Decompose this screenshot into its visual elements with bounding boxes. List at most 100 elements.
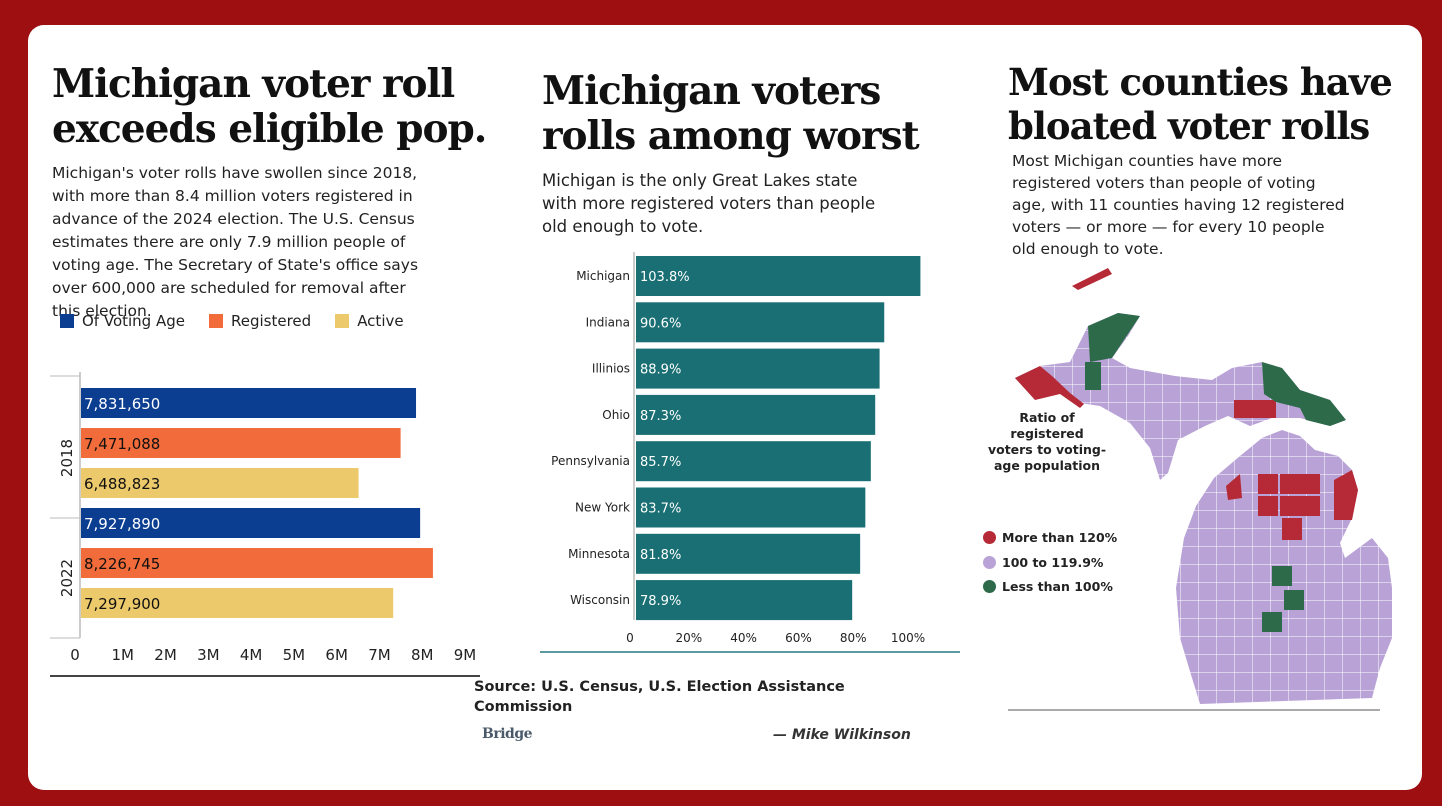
desc-line: old enough to vote. — [1012, 240, 1164, 258]
desc-line: Most Michigan counties have more — [1012, 152, 1283, 170]
bar-value-label: 6,488,823 — [84, 475, 160, 493]
county-green — [1088, 313, 1140, 362]
county-red — [1282, 518, 1302, 540]
desc-line: voting age. The Secretary of State's off… — [52, 256, 419, 274]
bar-value-label: 7,471,088 — [84, 435, 160, 453]
desc-line: age, with 11 counties having 12 register… — [1012, 196, 1345, 214]
x-tick-label: 60% — [785, 631, 812, 645]
source-line: Source: U.S. Census, U.S. Election Assis… — [474, 679, 845, 695]
bar-value-label: 90.6% — [640, 316, 681, 331]
right-description: Most Michigan counties have more registe… — [1012, 150, 1345, 260]
map-legend-title-line: voters to voting- — [987, 442, 1107, 457]
isle-royale-shape — [1072, 268, 1112, 290]
bar-value-label: 78.9% — [640, 594, 681, 609]
voter-roll-legend: Of Voting Age Registered Active — [60, 312, 404, 330]
bar — [81, 588, 394, 618]
desc-line: registered voters than people of voting — [1012, 174, 1316, 192]
middle-title-line: Michigan voters — [542, 68, 881, 114]
x-tick-label: 6M — [325, 646, 348, 664]
michigan-county-map — [1008, 268, 1392, 711]
middle-title: Michigan voters rolls among worst — [542, 68, 920, 159]
left-title: Michigan voter roll exceeds eligible pop… — [52, 62, 487, 152]
bar-value-label: 7,927,890 — [84, 515, 160, 533]
legend-label: Registered — [231, 312, 312, 330]
county-green — [1272, 566, 1292, 586]
bar-value-label: 83.7% — [640, 502, 681, 517]
bar — [636, 348, 880, 389]
x-tick-label: 20% — [675, 631, 702, 645]
left-title-line: exceeds eligible pop. — [52, 106, 487, 152]
right-title-line: bloated voter rolls — [1008, 104, 1370, 148]
county-red — [1234, 400, 1276, 418]
desc-line: voters — or more — for every 10 people — [1012, 218, 1325, 236]
map-legend-item-mid: 100 to 119.9% — [983, 555, 1103, 570]
bar-value-label: 7,297,900 — [84, 595, 160, 613]
county-green — [1284, 590, 1304, 610]
bar — [636, 533, 861, 574]
county-green — [1262, 362, 1346, 426]
category-label: Pennsylvania — [551, 454, 630, 468]
category-label: Ohio — [602, 408, 630, 422]
map-legend-item-low: Less than 100% — [983, 579, 1113, 594]
county-red — [1226, 474, 1242, 500]
map-legend-title: Ratio of registered voters to voting- ag… — [982, 410, 1112, 474]
county-red — [1280, 496, 1300, 516]
county-red — [1258, 474, 1278, 494]
author-credit: — Mike Wilkinson — [773, 727, 911, 743]
desc-line: Michigan's voter rolls have swollen sinc… — [52, 164, 418, 182]
desc-line: old enough to vote. — [542, 217, 704, 236]
bar — [81, 428, 401, 458]
x-tick-label: 7M — [368, 646, 391, 664]
middle-title-line: rolls among worst — [542, 113, 920, 159]
bar — [81, 508, 421, 538]
desc-line: with more registered voters than people — [542, 194, 876, 213]
bar-value-label: 7,831,650 — [84, 395, 160, 413]
legend-dot — [983, 531, 996, 544]
green-counties — [1085, 313, 1346, 632]
bar — [81, 388, 417, 418]
bar-value-label: 88.9% — [640, 363, 681, 378]
map-legend-item-high: More than 120% — [983, 530, 1117, 545]
x-tick-label: 40% — [730, 631, 757, 645]
category-label: New York — [575, 501, 630, 515]
x-tick-label: 8M — [411, 646, 434, 664]
desc-line: advance of the 2024 election. The U.S. C… — [52, 210, 415, 228]
bridge-logo: Bridge — [482, 726, 533, 742]
bar — [81, 468, 359, 498]
left-description: Michigan's voter rolls have swollen sinc… — [52, 162, 418, 323]
map-legend-title-line: age population — [993, 458, 1101, 473]
x-tick-label: 9M — [454, 646, 477, 664]
county-red — [1300, 496, 1320, 516]
legend-dot — [983, 556, 996, 569]
right-title: Most counties have bloated voter rolls — [1008, 60, 1393, 148]
desc-line: this election. — [52, 302, 152, 320]
middle-description: Michigan is the only Great Lakes state w… — [542, 169, 875, 238]
red-counties — [1015, 366, 1358, 540]
category-label: Minnesota — [568, 547, 630, 561]
x-tick-label: 80% — [840, 631, 867, 645]
legend-label: Active — [357, 312, 404, 330]
x-tick-label: 5M — [283, 646, 306, 664]
desc-line: Michigan is the only Great Lakes state — [542, 171, 858, 190]
source-note: Source: U.S. Census, U.S. Election Assis… — [474, 677, 845, 717]
bar-value-label: 103.8% — [640, 270, 690, 285]
map-legend-title-line: registered — [1010, 426, 1084, 441]
bar-value-label: 85.7% — [640, 455, 681, 470]
category-label: Indiana — [586, 315, 630, 329]
great-lakes-chart: Michigan 103.8% Indiana 90.6% Illinios 88.9% O… — [540, 252, 960, 653]
x-tick-label: 2M — [154, 646, 177, 664]
map-legend-title-line: Ratio of — [1019, 410, 1075, 425]
county-red — [1280, 474, 1300, 494]
bar — [636, 394, 876, 435]
desc-line: estimates there are only 7.9 million peo… — [52, 233, 406, 251]
category-label: Illinios — [592, 362, 630, 376]
bar — [636, 302, 885, 343]
category-label: 2018 — [58, 439, 76, 477]
category-label: Michigan — [576, 269, 630, 283]
legend-swatch — [335, 314, 350, 328]
right-title-line: Most counties have — [1008, 60, 1393, 104]
legend-swatch — [60, 314, 74, 328]
bar — [636, 441, 871, 482]
bar — [636, 256, 921, 296]
bar-value-label: 81.8% — [640, 548, 681, 563]
